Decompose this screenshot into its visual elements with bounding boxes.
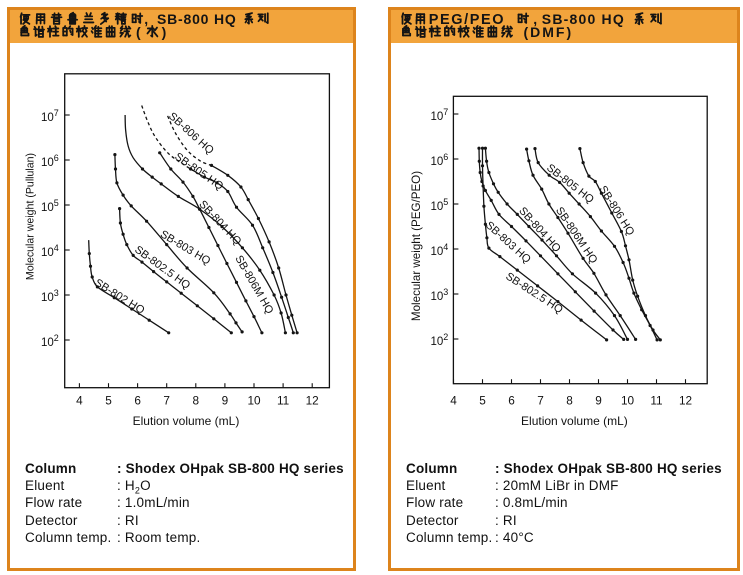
svg-text:,: , <box>533 11 538 27</box>
svg-text:10: 10 <box>41 112 54 124</box>
svg-text:4: 4 <box>54 243 59 253</box>
svg-text:10: 10 <box>431 201 444 213</box>
svg-text:3: 3 <box>443 287 448 297</box>
svg-text:10: 10 <box>41 247 54 259</box>
svg-text:SB-805 HQ: SB-805 HQ <box>172 151 225 193</box>
svg-text:5: 5 <box>443 197 448 207</box>
svg-text:10: 10 <box>431 291 444 303</box>
svg-text:10: 10 <box>621 393 635 407</box>
svg-text:SB-803 HQ: SB-803 HQ <box>483 219 533 266</box>
svg-text:12: 12 <box>306 393 319 407</box>
svg-text:3: 3 <box>54 288 59 298</box>
svg-text:Molecular weight (Pullulan): Molecular weight (Pullulan) <box>25 153 37 280</box>
svg-text:6: 6 <box>54 153 59 163</box>
svg-text:SB-802.5 HQ: SB-802.5 HQ <box>503 270 565 316</box>
svg-text:7: 7 <box>54 108 59 118</box>
svg-text:6: 6 <box>134 393 141 407</box>
svg-text:11: 11 <box>277 393 289 407</box>
svg-text:SB-800 HQ: SB-800 HQ <box>157 11 237 27</box>
svg-text:10: 10 <box>41 157 54 169</box>
svg-text:(DMF): (DMF) <box>524 24 574 40</box>
svg-text:11: 11 <box>650 393 662 407</box>
svg-text:SB-800 HQ: SB-800 HQ <box>542 11 625 27</box>
svg-text:SB-802 HQ: SB-802 HQ <box>92 277 146 317</box>
svg-text:10: 10 <box>431 336 444 348</box>
svg-text:PEG/PEO: PEG/PEO <box>429 12 505 28</box>
svg-text:SB-806 HQ: SB-806 HQ <box>166 110 216 157</box>
svg-text:10: 10 <box>41 202 54 214</box>
svg-text:Elution volume (mL): Elution volume (mL) <box>521 414 628 428</box>
svg-text:9: 9 <box>595 393 602 407</box>
svg-text:2: 2 <box>54 333 59 343</box>
svg-text:7: 7 <box>443 107 448 117</box>
svg-text:10: 10 <box>41 337 54 349</box>
svg-text:6: 6 <box>443 152 448 162</box>
svg-text:4: 4 <box>76 393 83 407</box>
svg-text:5: 5 <box>479 393 486 407</box>
svg-text:5: 5 <box>105 393 112 407</box>
svg-text:10: 10 <box>431 156 444 168</box>
svg-text:(: ( <box>136 24 141 40</box>
svg-text:Molecular weight (PEG/PEO): Molecular weight (PEG/PEO) <box>410 171 423 321</box>
svg-text:SB-806M HQ: SB-806M HQ <box>553 205 600 266</box>
svg-text:): ) <box>162 24 167 40</box>
svg-text:4: 4 <box>450 393 457 407</box>
svg-text:10: 10 <box>247 393 261 407</box>
svg-text:4: 4 <box>443 242 448 252</box>
svg-text:5: 5 <box>54 198 59 208</box>
svg-text:10: 10 <box>431 246 444 258</box>
svg-text:7: 7 <box>163 393 170 407</box>
svg-text:,: , <box>144 11 149 27</box>
svg-text:SB-805 HQ: SB-805 HQ <box>544 162 596 206</box>
svg-text:10: 10 <box>41 292 54 304</box>
svg-text:8: 8 <box>566 393 573 407</box>
svg-text:9: 9 <box>222 393 229 407</box>
svg-text:Elution volume (mL): Elution volume (mL) <box>133 414 240 428</box>
svg-text:10: 10 <box>431 111 444 123</box>
svg-text:8: 8 <box>193 393 200 407</box>
svg-text:SB-803 HQ: SB-803 HQ <box>158 228 213 267</box>
svg-text:2: 2 <box>443 332 448 342</box>
svg-text:6: 6 <box>508 393 515 407</box>
svg-text:7: 7 <box>537 393 544 407</box>
svg-text:12: 12 <box>679 393 692 407</box>
